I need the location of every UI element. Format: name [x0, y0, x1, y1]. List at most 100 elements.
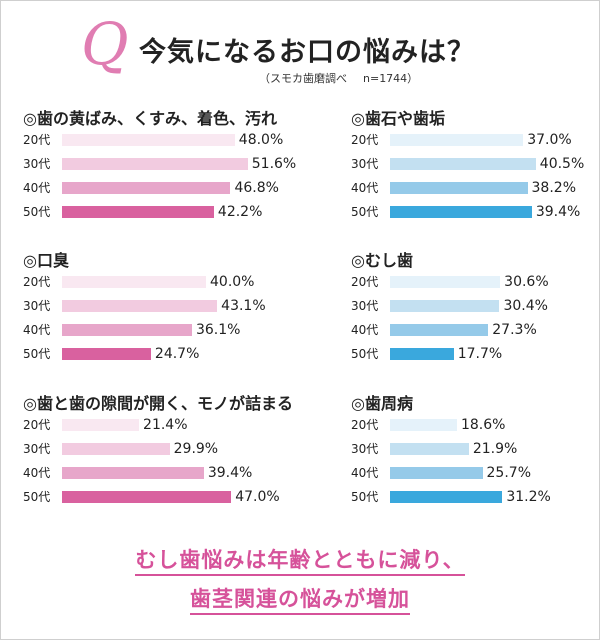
bar	[390, 324, 489, 336]
category-label: 50代	[351, 347, 379, 361]
bar	[62, 419, 140, 431]
bar-row: 50代 47.0%	[23, 489, 293, 505]
bar	[62, 443, 170, 455]
value-label: 47.0%	[235, 489, 280, 505]
bar	[390, 467, 483, 479]
bar	[390, 158, 536, 170]
bar	[390, 491, 503, 503]
bar	[390, 419, 457, 431]
value-label: 18.6%	[460, 417, 506, 433]
value-label: 37.0%	[527, 132, 572, 148]
category-label: 50代	[23, 205, 51, 219]
value-label: 42.2%	[217, 204, 263, 220]
bar	[62, 491, 232, 503]
bar-row: 40代 36.1%	[23, 322, 293, 338]
category-label: 50代	[351, 205, 379, 219]
bar	[62, 276, 206, 288]
bar	[390, 348, 454, 360]
value-label: 38.2%	[531, 180, 576, 196]
bar-row: 40代 27.3%	[351, 322, 600, 338]
category-label: 40代	[23, 466, 51, 480]
chart-title: ◎歯周病	[351, 394, 413, 413]
chart-title: ◎口臭	[23, 251, 69, 270]
category-label: 50代	[351, 490, 379, 504]
value-label: 21.4%	[143, 417, 188, 433]
value-label: 31.2%	[506, 489, 551, 505]
bar	[62, 300, 218, 312]
bar-row: 50代 24.7%	[23, 346, 293, 362]
bar	[62, 182, 231, 194]
category-label: 20代	[351, 133, 379, 147]
bar-chart-panel: ◎歯周病 20代 18.6% 30代 21.9% 40代 25.7% 50代 31.2%	[351, 390, 600, 514]
value-label: 24.7%	[154, 346, 200, 362]
bar-row: 30代 40.5%	[351, 156, 600, 172]
category-label: 30代	[23, 157, 51, 171]
category-label: 20代	[351, 275, 379, 289]
bar-row: 40代 39.4%	[23, 465, 293, 481]
bar	[62, 348, 151, 360]
value-label: 17.7%	[457, 346, 503, 362]
category-label: 30代	[351, 442, 379, 456]
bar-row: 50代 39.4%	[351, 204, 600, 220]
bar-row: 50代 42.2%	[23, 204, 293, 220]
value-label: 30.4%	[503, 298, 548, 314]
value-label: 25.7%	[486, 465, 531, 481]
value-label: 29.9%	[173, 441, 219, 457]
bar-row: 30代 30.4%	[351, 298, 600, 314]
bar-row: 30代 51.6%	[23, 156, 297, 172]
category-label: 40代	[351, 466, 379, 480]
bar-row: 20代 18.6%	[351, 417, 600, 433]
bar	[390, 206, 532, 218]
bar-row: 20代 40.0%	[23, 274, 293, 290]
chart-title: ◎歯石や歯垢	[351, 109, 445, 128]
bar	[62, 324, 192, 336]
page-title: 今気になるお口の悩みは？	[139, 37, 475, 68]
bar-row: 30代 29.9%	[23, 441, 293, 457]
bar-row: 40代 46.8%	[23, 180, 293, 196]
bar-row: 20代 37.0%	[351, 132, 600, 148]
category-label: 40代	[351, 323, 379, 337]
value-label: 46.8%	[234, 180, 279, 196]
value-label: 36.1%	[195, 322, 241, 338]
survey-source: （スモカ歯磨調べ n=1744）	[259, 70, 418, 86]
bar-row: 30代 21.9%	[351, 441, 600, 457]
bar	[62, 467, 204, 479]
bar-row: 30代 43.1%	[23, 298, 293, 314]
value-label: 51.6%	[251, 156, 297, 172]
category-label: 30代	[23, 442, 51, 456]
bar-row: 40代 25.7%	[351, 465, 600, 481]
bar-chart-panel: ◎むし歯 20代 30.6% 30代 30.4% 40代 27.3% 50代 17.7%	[351, 247, 600, 371]
sample-size: n=1744）	[363, 72, 419, 85]
bar-chart-panel: ◎口臭 20代 40.0% 30代 43.1% 40代 36.1% 50代 24.7%	[23, 247, 293, 371]
value-label: 40.5%	[539, 156, 585, 172]
value-label: 39.4%	[207, 465, 253, 481]
conclusion-line-2: 歯茎関連の悩みが増加	[1, 583, 599, 615]
bar	[390, 443, 469, 455]
value-label: 39.4%	[535, 204, 581, 220]
category-label: 40代	[23, 323, 51, 337]
bar-row: 50代 31.2%	[351, 489, 600, 505]
source-label: （スモカ歯磨調べ	[259, 72, 347, 85]
bar	[62, 134, 235, 146]
category-label: 40代	[351, 181, 379, 195]
chart-title: ◎歯と歯の隙間が開く、モノが詰まる	[23, 394, 293, 413]
category-label: 30代	[351, 157, 379, 171]
bar	[390, 276, 501, 288]
category-label: 40代	[23, 181, 51, 195]
bar	[390, 182, 528, 194]
q-mark: Q	[81, 10, 129, 78]
bar-row: 20代 48.0%	[23, 132, 293, 148]
conclusion-text-2: 歯茎関連の悩みが増加	[190, 587, 410, 615]
bar-row: 40代 38.2%	[351, 180, 600, 196]
category-label: 50代	[23, 490, 51, 504]
value-label: 27.3%	[492, 322, 537, 338]
value-label: 30.6%	[504, 274, 549, 290]
value-label: 43.1%	[221, 298, 266, 314]
bar-row: 20代 30.6%	[351, 274, 600, 290]
bar	[390, 134, 524, 146]
bar	[390, 300, 500, 312]
category-label: 20代	[23, 418, 51, 432]
bar-row: 20代 21.4%	[23, 417, 293, 433]
category-label: 20代	[351, 418, 379, 432]
